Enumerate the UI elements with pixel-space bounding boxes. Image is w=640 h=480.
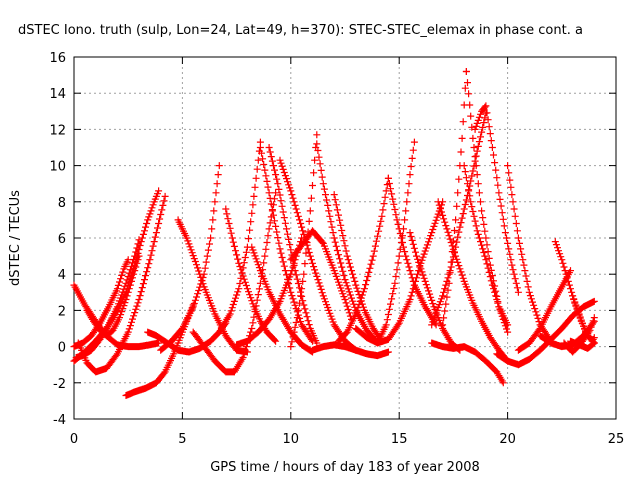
data-layer (70, 68, 598, 399)
data-series (217, 138, 264, 332)
series-markers (309, 341, 392, 360)
x-tick-label: 20 (499, 432, 516, 447)
y-tick-label: 14 (49, 87, 66, 102)
data-series (471, 102, 522, 296)
data-series (352, 198, 447, 347)
x-tick-label: 15 (391, 432, 408, 447)
series-markers (374, 138, 418, 347)
series-markers (428, 109, 490, 329)
x-axis-label: GPS time / hours of day 183 of year 2008 (210, 460, 480, 475)
data-series (428, 109, 490, 329)
data-series (83, 252, 143, 340)
data-series (287, 227, 355, 323)
series-markers (514, 267, 574, 354)
series-markers (157, 162, 223, 354)
series-markers (233, 234, 306, 349)
data-series (335, 174, 392, 345)
y-tick-label: 8 (58, 196, 66, 211)
y-tick-label: 4 (58, 268, 66, 283)
series-markers (83, 252, 143, 340)
data-series (428, 339, 507, 387)
data-series (309, 341, 392, 360)
series-markers (352, 198, 447, 347)
data-series (157, 162, 223, 354)
series-markers (428, 339, 507, 387)
x-tick-label: 25 (608, 432, 625, 447)
data-series (330, 191, 386, 345)
series-markers (434, 198, 512, 365)
y-tick-label: 6 (58, 232, 66, 247)
y-tick-label: 16 (49, 51, 66, 66)
series-markers (384, 174, 440, 329)
series-markers (330, 191, 386, 345)
y-axis-label: dSTEC / TECUs (8, 190, 23, 286)
series-markers (256, 144, 316, 345)
y-tick-label: 2 (58, 304, 66, 319)
data-series (374, 138, 418, 347)
series-markers (335, 174, 392, 345)
data-series (233, 234, 306, 349)
series-markers (493, 297, 598, 369)
y-tick-label: 10 (49, 160, 66, 175)
axis-ticks: 0 5 10 15 20 25 -4 -2 0 2 4 6 8 10 12 14 16 (49, 51, 624, 447)
x-tick-label: 10 (283, 432, 300, 447)
data-series (384, 174, 440, 329)
data-series (256, 144, 316, 345)
y-tick-label: 0 (58, 341, 66, 356)
y-tick-label: -4 (53, 413, 66, 428)
x-tick-label: 5 (178, 432, 186, 447)
series-markers (144, 319, 230, 356)
y-tick-label: 12 (49, 123, 66, 138)
series-markers (567, 337, 598, 352)
y-tick-label: -2 (53, 377, 66, 392)
data-series (434, 198, 512, 365)
series-markers (471, 102, 522, 296)
series-markers (287, 227, 355, 323)
chart-title: dSTEC Iono. truth (sulp, Lon=24, Lat=49,… (18, 23, 583, 38)
data-series (514, 267, 574, 354)
series-markers (217, 138, 264, 332)
data-series (493, 297, 598, 369)
data-series (144, 319, 230, 356)
x-tick-label: 0 (70, 432, 78, 447)
data-series (567, 337, 598, 352)
